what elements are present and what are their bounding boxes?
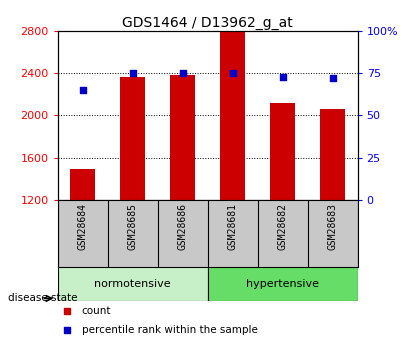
Text: disease state: disease state — [8, 294, 78, 303]
Bar — [120, 77, 145, 200]
Text: percentile rank within the sample: percentile rank within the sample — [81, 325, 257, 335]
Bar — [70, 169, 95, 200]
Text: hypertensive: hypertensive — [246, 279, 319, 289]
Text: GSM28685: GSM28685 — [127, 203, 138, 250]
Title: GDS1464 / D13962_g_at: GDS1464 / D13962_g_at — [122, 16, 293, 30]
Bar — [320, 109, 345, 200]
Text: GSM28682: GSM28682 — [277, 203, 288, 250]
Point — [286, 269, 293, 275]
Bar — [208, 267, 358, 301]
Point — [279, 74, 286, 79]
Point — [329, 76, 336, 81]
Bar — [220, 31, 245, 200]
Text: normotensive: normotensive — [94, 279, 171, 289]
Text: GSM28684: GSM28684 — [78, 203, 88, 250]
Point — [179, 70, 186, 76]
Point — [129, 70, 136, 76]
Text: count: count — [81, 306, 111, 316]
Bar — [170, 75, 195, 200]
Bar — [270, 103, 295, 200]
Bar — [58, 267, 208, 301]
Text: GSM28681: GSM28681 — [228, 203, 238, 250]
Point — [286, 100, 293, 106]
Text: GSM28686: GSM28686 — [178, 203, 187, 250]
Point — [79, 87, 86, 93]
Point — [229, 70, 236, 76]
Text: GSM28683: GSM28683 — [328, 203, 337, 250]
